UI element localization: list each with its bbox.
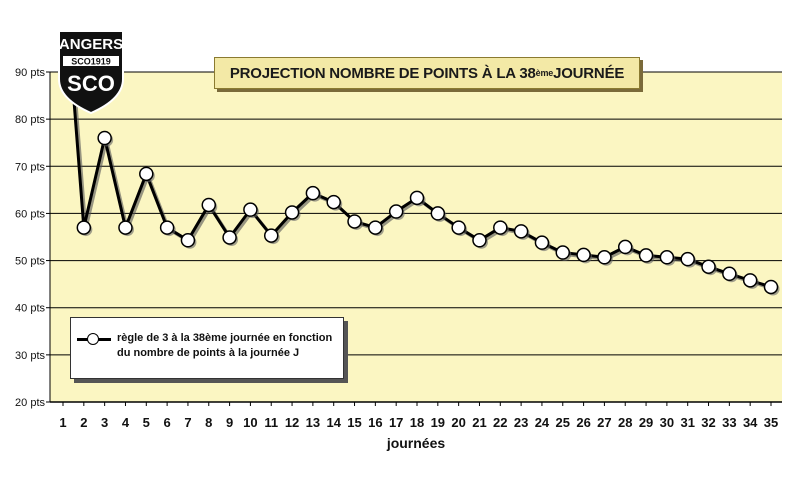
x-tick-label: 10 <box>243 415 257 430</box>
chart-title-main: PROJECTION NOMBRE DE POINTS À LA 38 <box>229 64 536 82</box>
x-tick-label: 15 <box>347 415 361 430</box>
x-tick-label: 26 <box>576 415 590 430</box>
data-point <box>722 266 737 282</box>
x-tick-label: 29 <box>639 415 653 430</box>
x-tick-label: 9 <box>226 415 233 430</box>
x-axis: 1 2 3 4 5 6 7 8 9 10 11 12 13 14 15 16 17 18 19 20 21 22 23 24 2… <box>50 401 782 430</box>
x-tick-label: 5 <box>143 415 150 430</box>
x-tick-label: 6 <box>164 415 171 430</box>
legend-label-line2: du nombre de points à la journée J <box>117 347 300 359</box>
data-point <box>97 130 112 146</box>
data-point <box>451 220 466 235</box>
y-tick-label: 50 pts <box>15 256 45 268</box>
y-tick-label: 60 pts <box>15 208 45 220</box>
series-line <box>70 72 780 296</box>
data-point <box>638 248 654 263</box>
data-point <box>347 214 362 229</box>
data-point <box>555 245 571 260</box>
x-tick-label: 22 <box>493 415 507 430</box>
data-point <box>243 202 258 217</box>
x-tick-label: 23 <box>514 415 528 430</box>
data-point <box>472 233 487 248</box>
x-tick-label: 2 <box>80 415 87 430</box>
legend-label: règle de 3 à la 38ème journée en fonctio… <box>117 331 341 361</box>
data-point <box>576 247 591 263</box>
data-point <box>201 197 217 213</box>
legend: règle de 3 à la 38ème journée en fonctio… <box>70 317 344 379</box>
x-tick-label: 8 <box>205 415 212 430</box>
x-tick-label: 34 <box>743 415 758 430</box>
data-point <box>305 185 321 201</box>
data-point <box>659 250 675 265</box>
x-tick-label: 32 <box>701 415 715 430</box>
x-tick-label: 33 <box>722 415 736 430</box>
x-tick-label: 31 <box>680 415 694 430</box>
data-point <box>493 220 508 235</box>
x-tick-label: 18 <box>410 415 424 430</box>
svg-text:SCO1919: SCO1919 <box>71 57 111 67</box>
y-tick-label: 20 pts <box>15 397 45 409</box>
data-point <box>263 228 279 243</box>
chart-title-superscript: ème <box>535 68 554 78</box>
data-point <box>617 239 633 255</box>
y-tick-label: 80 pts <box>15 114 45 126</box>
data-point <box>597 250 612 265</box>
x-tick-label: 12 <box>285 415 299 430</box>
y-tick-label: 90 pts <box>15 67 45 79</box>
y-tick-label: 40 pts <box>15 303 45 315</box>
data-point <box>742 273 758 288</box>
data-point <box>326 194 341 210</box>
data-point <box>513 224 529 239</box>
chart-title: PROJECTION NOMBRE DE POINTS À LA 38 ème J… <box>214 57 640 89</box>
data-point <box>534 235 550 250</box>
x-tick-label: 24 <box>535 415 550 430</box>
data-point <box>388 204 404 219</box>
x-tick-label: 21 <box>472 415 486 430</box>
x-tick-label: 17 <box>389 415 403 430</box>
data-point <box>139 166 154 182</box>
x-tick-label: 3 <box>101 415 108 430</box>
data-point <box>368 220 383 235</box>
data-point <box>763 279 779 295</box>
x-tick-label: 25 <box>556 415 570 430</box>
club-logo: ANGERS SCO1919 SCO <box>55 27 127 115</box>
data-point <box>118 220 133 235</box>
y-tick-label: 30 pts <box>15 350 45 362</box>
data-point <box>430 206 446 221</box>
x-tick-label: 28 <box>618 415 632 430</box>
legend-label-line1: règle de 3 à la 38ème journée en fonctio… <box>117 332 333 344</box>
data-point <box>680 251 695 267</box>
x-tick-label: 13 <box>306 415 320 430</box>
y-tick-label: 70 pts <box>15 161 45 173</box>
data-point <box>284 205 300 220</box>
data-point <box>76 220 92 235</box>
x-tick-label: 27 <box>597 415 611 430</box>
x-tick-label: 35 <box>764 415 778 430</box>
svg-text:SCO: SCO <box>67 71 115 96</box>
data-point <box>409 190 425 206</box>
x-tick-label: 7 <box>184 415 191 430</box>
legend-marker-sample <box>87 333 99 345</box>
x-tick-label: 4 <box>122 415 130 430</box>
x-tick-label: 16 <box>368 415 382 430</box>
data-point <box>222 230 237 245</box>
x-tick-label: 11 <box>264 415 278 430</box>
x-tick-label: 30 <box>660 415 674 430</box>
x-tick-label: 14 <box>326 415 341 430</box>
x-tick-label: 19 <box>431 415 445 430</box>
data-point <box>180 233 196 248</box>
x-tick-label: 20 <box>451 415 465 430</box>
data-point <box>701 259 716 274</box>
svg-text:ANGERS: ANGERS <box>59 36 123 53</box>
x-axis-label: journées <box>386 435 446 451</box>
y-axis: 20 pts 30 pts 40 pts 50 pts 60 pts 70 pts 80 p… <box>15 67 51 409</box>
x-tick-label: 1 <box>59 415 66 430</box>
data-point <box>159 220 175 235</box>
chart-title-suffix: JOURNÉE <box>553 64 625 82</box>
